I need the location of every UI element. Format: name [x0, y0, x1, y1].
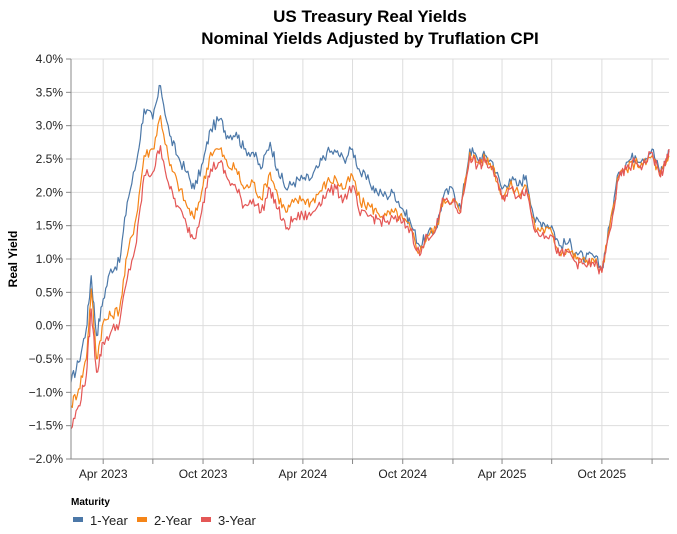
x-tick-label: Oct 2023	[179, 467, 228, 481]
y-tick-label: −1.5%	[29, 419, 64, 433]
chart-subtitle: Nominal Yields Adjusted by Truflation CP…	[201, 29, 539, 48]
y-tick-label: −1.0%	[29, 385, 64, 399]
x-axis-ticks: Apr 2023 Oct 2023 Apr 2024 Oct 2024 Apr 2025…	[79, 459, 653, 481]
y-tick-label: 0.5%	[36, 285, 64, 299]
series-lines	[70, 84, 670, 430]
x-tick-label: Oct 2025	[578, 467, 627, 481]
x-tick-label: Oct 2024	[378, 467, 427, 481]
legend-swatch-1-year	[73, 517, 83, 522]
y-axis-ticks: 4.0% 3.5% 3.0% 2.5% 2.0% 1.5% 1.0% 0.5% 0.0% −0.5…	[29, 52, 71, 466]
series-line-3-year	[70, 145, 670, 430]
y-tick-label: 3.0%	[36, 119, 64, 133]
legend-swatch-2-year	[137, 517, 147, 522]
y-tick-label: 1.0%	[36, 252, 64, 266]
x-tick-label: Apr 2025	[478, 467, 527, 481]
y-tick-label: 2.0%	[36, 185, 64, 199]
y-tick-label: −0.5%	[29, 352, 64, 366]
legend-label: 2-Year	[154, 513, 192, 528]
y-axis-title: Real Yield	[6, 231, 20, 288]
series-line-1-year	[70, 84, 670, 383]
legend-swatch-3-year	[201, 517, 211, 522]
y-tick-label: 3.5%	[36, 85, 64, 99]
y-tick-label: 1.5%	[36, 219, 64, 233]
chart-title: US Treasury Real Yields	[273, 7, 467, 26]
x-tick-label: Apr 2024	[279, 467, 328, 481]
y-tick-label: 0.0%	[36, 319, 64, 333]
legend-title: Maturity	[71, 497, 110, 508]
legend-label: 1-Year	[90, 513, 128, 528]
legend: 1-Year 2-Year 3-Year	[73, 513, 256, 528]
y-tick-label: 4.0%	[36, 52, 64, 66]
y-tick-label: −2.0%	[29, 452, 64, 466]
x-tick-label: Apr 2023	[79, 467, 128, 481]
y-tick-label: 2.5%	[36, 152, 64, 166]
legend-label: 3-Year	[218, 513, 256, 528]
